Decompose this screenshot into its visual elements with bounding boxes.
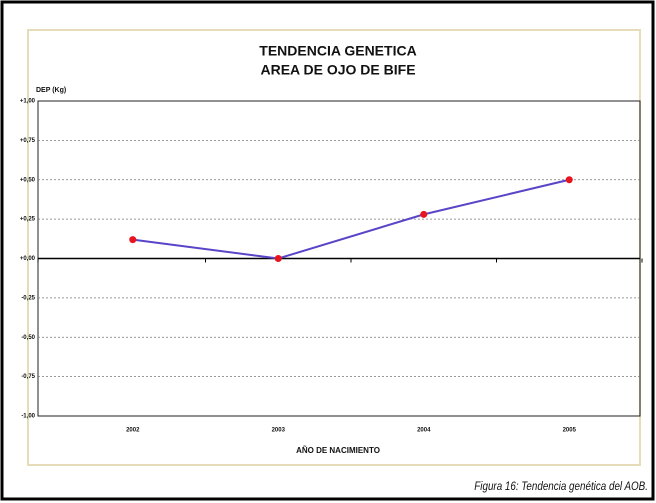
caption: Figura 16: Tendencia genética del AOB. (474, 480, 648, 493)
point-marker (420, 210, 428, 218)
y-tick-label: +0,50 (20, 177, 36, 183)
y-tick-label: -0,50 (21, 335, 35, 341)
x-axis-label: AÑO DE NACIMIENTO (296, 446, 380, 455)
y-tick-label: +1,00 (20, 99, 36, 105)
chart-panel (27, 29, 641, 466)
y-tick-label: +0,75 (20, 138, 36, 144)
y-tick-label: +0,00 (20, 256, 36, 262)
x-tick-label: 2005 (563, 428, 577, 434)
y-tick-label: -0,75 (21, 374, 35, 380)
point-marker (274, 255, 282, 262)
point-marker (129, 236, 137, 244)
point-marker (565, 176, 573, 184)
series-line (132, 178, 570, 260)
chart-title: TENDENCIA GENETICA (259, 43, 416, 59)
y-tick-label: +0,25 (20, 217, 36, 223)
y-tick-label: -1,00 (21, 414, 35, 420)
chart-title: AREA DE OJO DE BIFE (260, 62, 415, 78)
y-tick-label: -0,25 (21, 295, 35, 301)
y-axis-label: DEP (Kg) (36, 87, 66, 94)
x-tick-label: 2002 (126, 428, 140, 434)
x-tick-label: 2004 (417, 428, 431, 434)
x-tick-label: 2003 (272, 428, 286, 434)
